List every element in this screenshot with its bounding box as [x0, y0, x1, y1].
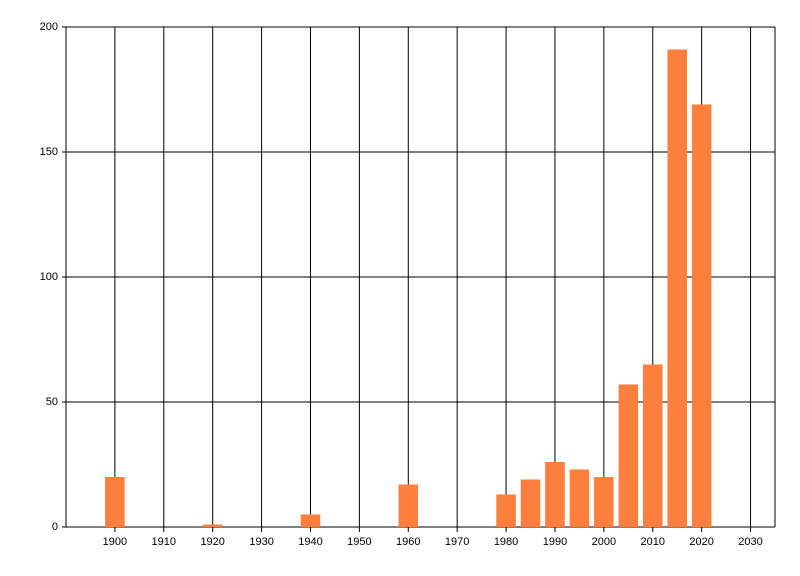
bar: [545, 462, 565, 527]
x-tick-label: 1950: [347, 536, 371, 548]
y-tick-label: 150: [40, 146, 58, 158]
x-tick-label: 1920: [200, 536, 224, 548]
x-tick-label: 1970: [445, 536, 469, 548]
x-tick-label: 1960: [396, 536, 420, 548]
x-tick-label: 2030: [738, 536, 762, 548]
y-tick-label: 50: [46, 396, 58, 408]
y-tick-label: 200: [40, 21, 58, 33]
bar: [667, 49, 687, 527]
x-tick-label: 1990: [543, 536, 567, 548]
bar: [618, 384, 639, 527]
x-tick-label: 1910: [152, 536, 176, 548]
x-tick-label: 1980: [494, 536, 518, 548]
bar: [569, 469, 590, 527]
x-tick-label: 1940: [298, 536, 322, 548]
bar: [496, 494, 516, 527]
bar: [520, 479, 541, 527]
bar: [105, 477, 125, 527]
x-tick-label: 2010: [641, 536, 665, 548]
bar: [300, 514, 321, 527]
bar: [642, 364, 663, 527]
bar: [691, 104, 712, 527]
x-tick-label: 1900: [103, 536, 127, 548]
y-tick-label: 0: [52, 521, 58, 533]
x-tick-label: 2020: [689, 536, 713, 548]
bar: [202, 524, 223, 527]
bar: [398, 484, 419, 527]
y-tick-label: 100: [40, 271, 58, 283]
x-tick-label: 2000: [592, 536, 616, 548]
bar: [594, 477, 614, 527]
x-tick-label: 1930: [249, 536, 273, 548]
